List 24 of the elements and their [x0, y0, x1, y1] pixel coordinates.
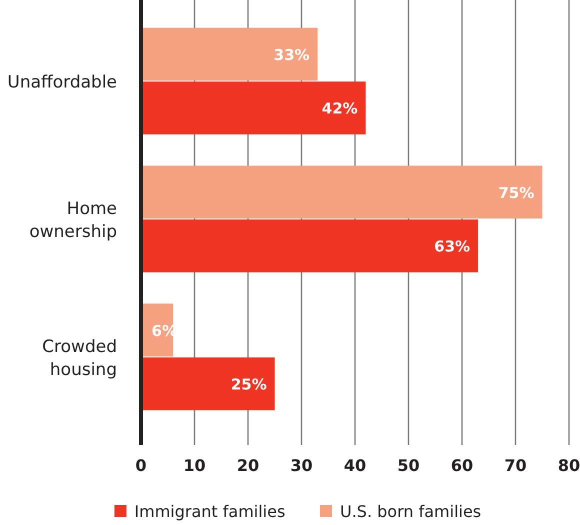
- x-tick-label: 80: [558, 456, 580, 475]
- y-tick-label: Home ownership: [29, 198, 117, 242]
- y-tick-label: Crowded housing: [42, 336, 117, 380]
- x-tick-label: 70: [504, 456, 527, 475]
- bar: [141, 82, 366, 134]
- x-tick-label: 50: [397, 456, 420, 475]
- bar: [141, 357, 275, 410]
- x-tick-label: 30: [290, 456, 313, 475]
- bar: [141, 220, 478, 272]
- bar: [141, 28, 318, 81]
- x-tick-label: 40: [344, 456, 366, 475]
- data-label: 63%: [434, 238, 470, 256]
- legend-label: U.S. born families: [340, 502, 482, 521]
- data-label: 42%: [322, 100, 358, 118]
- x-tick-label: 10: [183, 456, 206, 475]
- x-tick-label: 20: [236, 456, 260, 475]
- legend-label: Immigrant families: [134, 502, 286, 521]
- data-label: 33%: [274, 46, 310, 64]
- x-tick-label: 0: [135, 456, 147, 475]
- x-tick-label: 60: [450, 456, 474, 475]
- y-tick-label: Unaffordable: [7, 72, 117, 93]
- data-label: 75%: [498, 184, 534, 202]
- bar: [141, 166, 542, 218]
- data-label: 25%: [230, 376, 267, 394]
